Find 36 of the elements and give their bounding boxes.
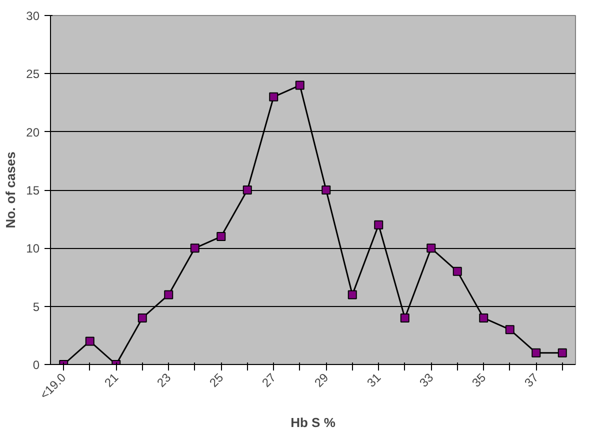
y-tick-label: 10 [26, 242, 40, 256]
y-axis-title: No. of cases [3, 152, 18, 228]
x-tick-label: 27 [259, 370, 279, 390]
point [348, 290, 357, 300]
point [558, 348, 567, 358]
point [452, 266, 462, 276]
x-tick-label: 23 [154, 370, 174, 390]
point [532, 348, 541, 358]
point [190, 244, 200, 253]
point [505, 325, 514, 334]
point [426, 244, 436, 253]
y-tick-label: 20 [26, 125, 40, 140]
y-tick-label: 30 [26, 9, 40, 23]
point [269, 92, 278, 102]
point [85, 336, 94, 346]
x-axis-title: Hb S % [290, 414, 336, 430]
x-tick-label: 33 [416, 370, 436, 390]
y-tick-label: 25 [26, 67, 40, 82]
point [400, 313, 410, 322]
y-tick-label: 0 [32, 358, 40, 372]
point [322, 186, 331, 194]
x-tick-label: 29 [312, 370, 332, 390]
x-tick-label: 37 [522, 370, 542, 390]
point [295, 80, 304, 90]
x-tick-label: 25 [206, 370, 226, 390]
x-tick-label: 21 [102, 370, 122, 390]
y-tick-label: 15 [26, 184, 40, 198]
x-tick-label: 31 [364, 370, 384, 390]
point [216, 232, 226, 242]
point [138, 313, 147, 322]
point [374, 220, 384, 230]
point [164, 290, 174, 300]
point [479, 313, 488, 322]
y-tick-label: 5 [32, 300, 40, 314]
point [242, 186, 252, 194]
x-tick-label: 35 [469, 370, 489, 390]
